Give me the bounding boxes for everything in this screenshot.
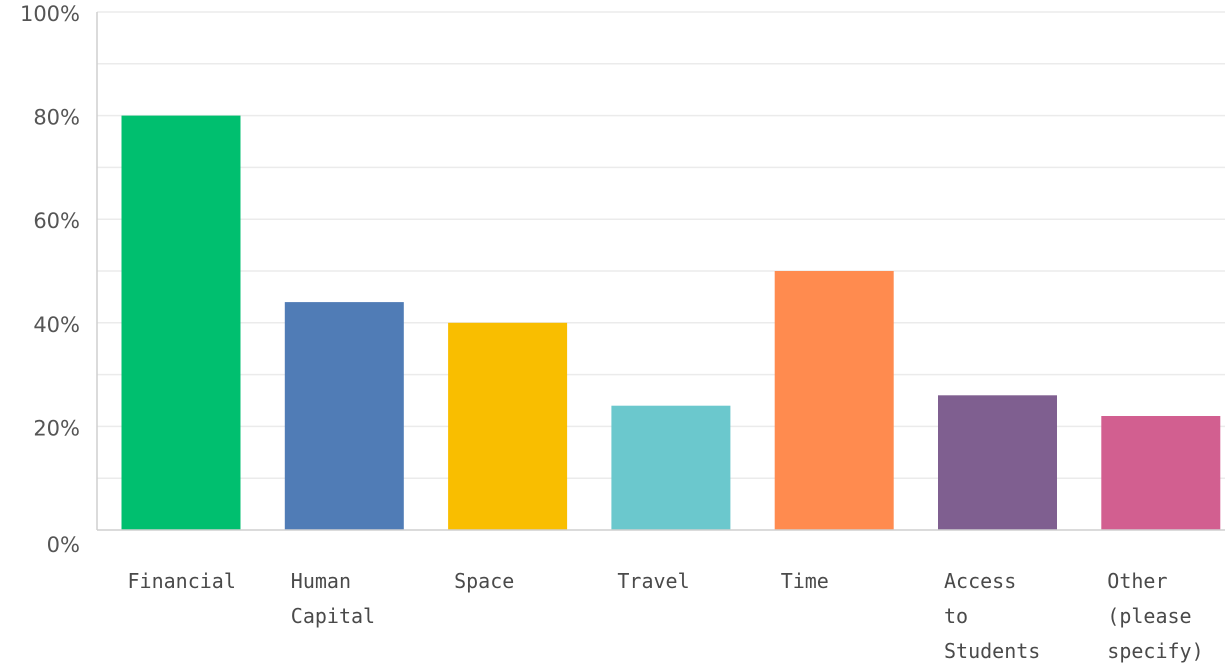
x-tick-label-line: Students [944, 639, 1040, 663]
x-tick-label-line: Financial [128, 569, 236, 593]
bar[interactable] [611, 405, 731, 530]
x-tick-label: Time [781, 569, 829, 593]
x-tick-label-line: Access [944, 569, 1016, 593]
bar[interactable] [774, 271, 894, 530]
x-tick-label-line: (please [1107, 604, 1191, 628]
x-tick-label-line: Space [454, 569, 514, 593]
bar[interactable] [448, 322, 568, 530]
y-tick-label: 80% [33, 106, 80, 130]
y-tick-label: 20% [33, 416, 80, 440]
bar[interactable] [1101, 416, 1221, 530]
x-tick-label: Other (please specify) [1107, 569, 1203, 663]
x-tick-label: Human Capital [291, 569, 375, 628]
bar[interactable] [938, 395, 1057, 530]
x-tick-label-line: Human [291, 569, 351, 593]
x-tick-label: Space [454, 569, 514, 593]
x-tick-label-line: Time [781, 569, 829, 593]
y-tick-label: 100% [20, 2, 80, 26]
x-tick-label-line: Travel [617, 569, 689, 593]
x-tick-label-line: specify) [1107, 639, 1203, 663]
x-tick-label-line: Other [1107, 569, 1167, 593]
y-axis-tick-labels: 0% 20% 40% 60% 80% 100% [20, 2, 80, 557]
bar[interactable] [121, 115, 241, 530]
bars [121, 115, 1221, 530]
x-tick-label: Access to Students [944, 569, 1040, 663]
x-tick-label: Financial [128, 569, 236, 593]
bar[interactable] [284, 302, 404, 530]
axes [96, 12, 1225, 531]
x-tick-label: Travel [617, 569, 689, 593]
x-tick-label-line: to [944, 604, 968, 628]
y-tick-label: 0% [47, 533, 80, 557]
x-axis-tick-labels: Financial Human Capital Space Travel Time Acce… [128, 569, 1204, 663]
y-tick-label: 60% [33, 209, 80, 233]
x-tick-label-line: Capital [291, 604, 375, 628]
y-tick-label: 40% [33, 313, 80, 337]
